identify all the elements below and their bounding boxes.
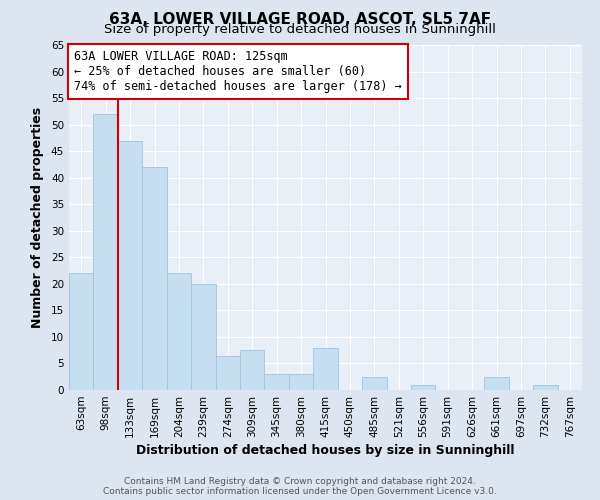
X-axis label: Distribution of detached houses by size in Sunninghill: Distribution of detached houses by size …	[136, 444, 515, 457]
Bar	[240, 350, 265, 390]
Bar	[167, 273, 191, 390]
Bar	[533, 384, 557, 390]
Text: Size of property relative to detached houses in Sunninghill: Size of property relative to detached ho…	[104, 22, 496, 36]
Bar	[411, 384, 436, 390]
Bar	[313, 348, 338, 390]
Bar	[484, 376, 509, 390]
Text: 63A LOWER VILLAGE ROAD: 125sqm
← 25% of detached houses are smaller (60)
74% of : 63A LOWER VILLAGE ROAD: 125sqm ← 25% of …	[74, 50, 402, 93]
Bar	[215, 356, 240, 390]
Text: Contains HM Land Registry data © Crown copyright and database right 2024.
Contai: Contains HM Land Registry data © Crown c…	[103, 476, 497, 496]
Bar	[265, 374, 289, 390]
Bar	[289, 374, 313, 390]
Bar	[362, 376, 386, 390]
Bar	[142, 167, 167, 390]
Bar	[69, 273, 94, 390]
Bar	[94, 114, 118, 390]
Y-axis label: Number of detached properties: Number of detached properties	[31, 107, 44, 328]
Bar	[191, 284, 215, 390]
Bar	[118, 140, 142, 390]
Text: 63A, LOWER VILLAGE ROAD, ASCOT, SL5 7AF: 63A, LOWER VILLAGE ROAD, ASCOT, SL5 7AF	[109, 12, 491, 28]
